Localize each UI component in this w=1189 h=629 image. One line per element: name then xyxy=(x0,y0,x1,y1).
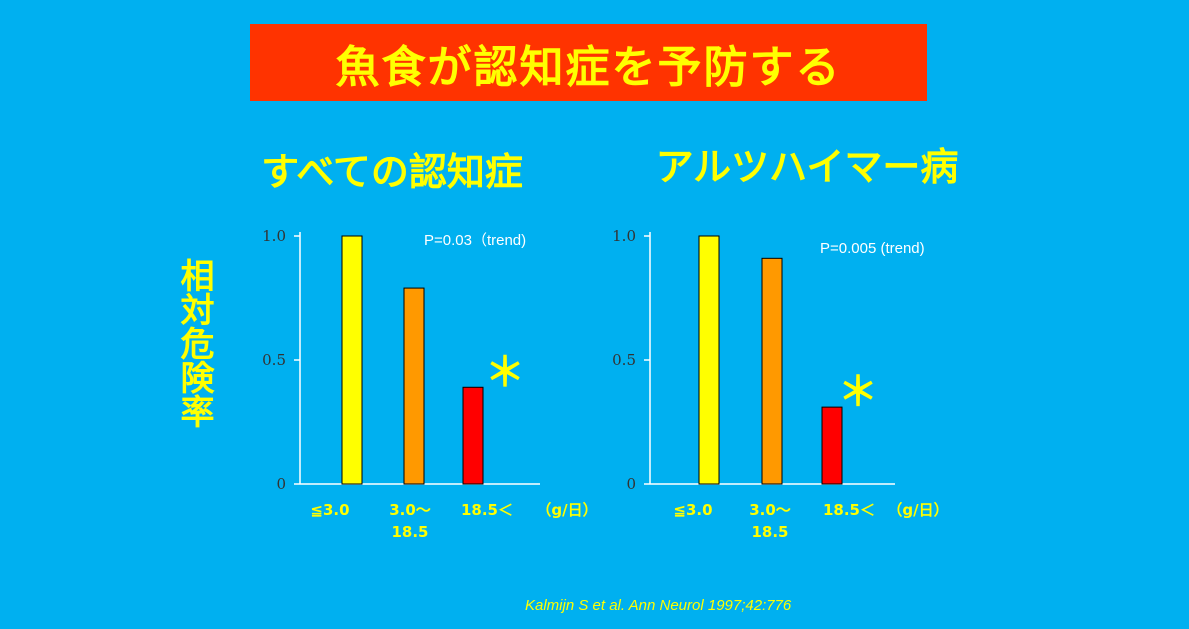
category-label: 3.0～ 18.5 xyxy=(749,501,791,541)
bar xyxy=(698,235,720,485)
trend-annotation: P=0.03（trend) xyxy=(424,232,526,249)
unit-label: （g/日） xyxy=(536,501,597,519)
chart-title: すべての認知症 xyxy=(261,150,523,194)
y-tick-label: 0.5 xyxy=(612,351,636,369)
title-banner: 魚食が認知症を予防する xyxy=(250,24,927,101)
category-label: 18.5＜ xyxy=(461,501,513,519)
unit-label: （g/日） xyxy=(887,501,948,519)
y-tick-label: 0 xyxy=(276,475,286,493)
slide-title: 魚食が認知症を予防する xyxy=(335,41,842,93)
category-label: ≦3.0 xyxy=(310,501,349,519)
chart-title: アルツハイマー病 xyxy=(656,145,959,189)
y-tick-label: 1.0 xyxy=(262,227,286,245)
category-label: 18.5＜ xyxy=(823,501,875,519)
bar xyxy=(341,235,363,485)
category-label: 3.0～ 18.5 xyxy=(389,501,431,541)
bar xyxy=(462,386,484,485)
trend-annotation: P=0.005 (trend) xyxy=(820,240,925,257)
y-axis-label: 相対危険率 xyxy=(174,258,214,428)
y-tick-label: 0 xyxy=(626,475,636,493)
y-tick-label: 0.5 xyxy=(262,351,286,369)
bar xyxy=(403,287,425,485)
citation: Kalmijn S et al. Ann Neurol 1997;42:776 xyxy=(525,597,792,614)
category-label: ≦3.0 xyxy=(673,501,712,519)
bar xyxy=(761,257,783,485)
significance-star: ＊ xyxy=(838,369,878,415)
bar xyxy=(821,406,843,485)
y-tick-label: 1.0 xyxy=(612,227,636,245)
significance-star: ＊ xyxy=(485,349,525,395)
